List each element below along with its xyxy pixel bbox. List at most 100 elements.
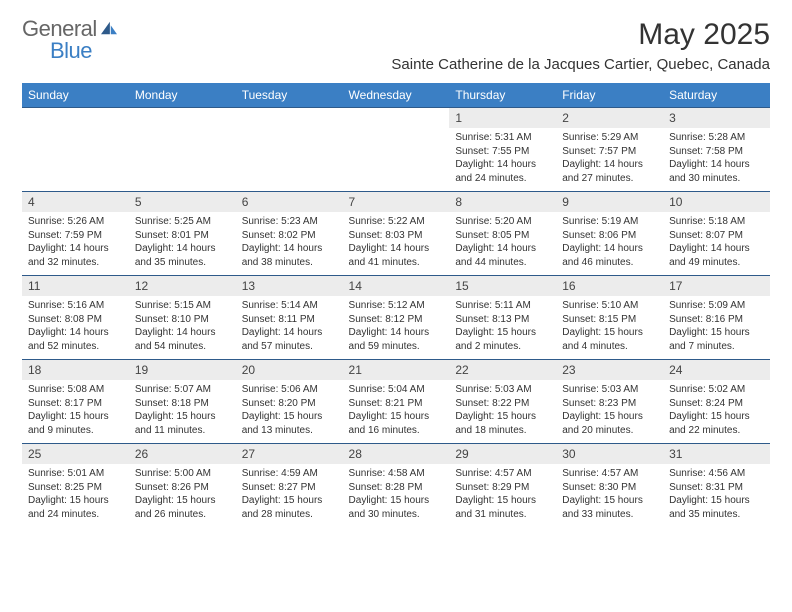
day-details: Sunrise: 5:10 AMSunset: 8:15 PMDaylight:… xyxy=(556,296,663,359)
day-details xyxy=(22,128,129,137)
calendar-cell: 17Sunrise: 5:09 AMSunset: 8:16 PMDayligh… xyxy=(663,276,770,360)
calendar-cell: 6Sunrise: 5:23 AMSunset: 8:02 PMDaylight… xyxy=(236,192,343,276)
day-details: Sunrise: 5:03 AMSunset: 8:22 PMDaylight:… xyxy=(449,380,556,443)
calendar-cell: 30Sunrise: 4:57 AMSunset: 8:30 PMDayligh… xyxy=(556,444,663,528)
location-text: Sainte Catherine de la Jacques Cartier, … xyxy=(391,56,770,73)
day-number: 11 xyxy=(22,276,129,296)
calendar-cell: 11Sunrise: 5:16 AMSunset: 8:08 PMDayligh… xyxy=(22,276,129,360)
day-number: 2 xyxy=(556,108,663,128)
calendar-cell: 25Sunrise: 5:01 AMSunset: 8:25 PMDayligh… xyxy=(22,444,129,528)
logo: GeneralBlue xyxy=(22,18,120,62)
day-number: 17 xyxy=(663,276,770,296)
day-number: 22 xyxy=(449,360,556,380)
day-number: 10 xyxy=(663,192,770,212)
day-details xyxy=(343,128,450,137)
day-details: Sunrise: 5:08 AMSunset: 8:17 PMDaylight:… xyxy=(22,380,129,443)
calendar-cell xyxy=(22,108,129,192)
day-details: Sunrise: 5:02 AMSunset: 8:24 PMDaylight:… xyxy=(663,380,770,443)
day-number: 24 xyxy=(663,360,770,380)
weekday-header: Sunday xyxy=(22,83,129,108)
calendar-row: 18Sunrise: 5:08 AMSunset: 8:17 PMDayligh… xyxy=(22,360,770,444)
day-details: Sunrise: 5:18 AMSunset: 8:07 PMDaylight:… xyxy=(663,212,770,275)
logo-sail-icon xyxy=(98,20,120,36)
day-details: Sunrise: 5:03 AMSunset: 8:23 PMDaylight:… xyxy=(556,380,663,443)
day-number: 5 xyxy=(129,192,236,212)
calendar-row: 25Sunrise: 5:01 AMSunset: 8:25 PMDayligh… xyxy=(22,444,770,528)
calendar-cell: 10Sunrise: 5:18 AMSunset: 8:07 PMDayligh… xyxy=(663,192,770,276)
day-details: Sunrise: 4:57 AMSunset: 8:29 PMDaylight:… xyxy=(449,464,556,527)
weekday-header: Wednesday xyxy=(343,83,450,108)
header: GeneralBlue May 2025 Sainte Catherine de… xyxy=(22,18,770,81)
weekday-header: Saturday xyxy=(663,83,770,108)
month-title: May 2025 xyxy=(391,18,770,52)
day-number xyxy=(343,108,450,128)
calendar-cell: 26Sunrise: 5:00 AMSunset: 8:26 PMDayligh… xyxy=(129,444,236,528)
day-details: Sunrise: 5:22 AMSunset: 8:03 PMDaylight:… xyxy=(343,212,450,275)
calendar-cell: 27Sunrise: 4:59 AMSunset: 8:27 PMDayligh… xyxy=(236,444,343,528)
day-number: 23 xyxy=(556,360,663,380)
calendar-cell: 12Sunrise: 5:15 AMSunset: 8:10 PMDayligh… xyxy=(129,276,236,360)
calendar-cell: 28Sunrise: 4:58 AMSunset: 8:28 PMDayligh… xyxy=(343,444,450,528)
day-details: Sunrise: 5:23 AMSunset: 8:02 PMDaylight:… xyxy=(236,212,343,275)
calendar-cell: 13Sunrise: 5:14 AMSunset: 8:11 PMDayligh… xyxy=(236,276,343,360)
calendar-cell: 4Sunrise: 5:26 AMSunset: 7:59 PMDaylight… xyxy=(22,192,129,276)
calendar-cell: 16Sunrise: 5:10 AMSunset: 8:15 PMDayligh… xyxy=(556,276,663,360)
day-details: Sunrise: 5:25 AMSunset: 8:01 PMDaylight:… xyxy=(129,212,236,275)
calendar-cell: 3Sunrise: 5:28 AMSunset: 7:58 PMDaylight… xyxy=(663,108,770,192)
weekday-header: Tuesday xyxy=(236,83,343,108)
day-number: 20 xyxy=(236,360,343,380)
calendar-cell: 22Sunrise: 5:03 AMSunset: 8:22 PMDayligh… xyxy=(449,360,556,444)
day-details: Sunrise: 4:58 AMSunset: 8:28 PMDaylight:… xyxy=(343,464,450,527)
calendar-page: GeneralBlue May 2025 Sainte Catherine de… xyxy=(0,0,792,612)
day-number: 29 xyxy=(449,444,556,464)
weekday-header-row: SundayMondayTuesdayWednesdayThursdayFrid… xyxy=(22,83,770,108)
day-number xyxy=(22,108,129,128)
day-number: 21 xyxy=(343,360,450,380)
calendar-cell: 31Sunrise: 4:56 AMSunset: 8:31 PMDayligh… xyxy=(663,444,770,528)
day-details: Sunrise: 4:57 AMSunset: 8:30 PMDaylight:… xyxy=(556,464,663,527)
weekday-header: Friday xyxy=(556,83,663,108)
day-number: 30 xyxy=(556,444,663,464)
calendar-cell: 7Sunrise: 5:22 AMSunset: 8:03 PMDaylight… xyxy=(343,192,450,276)
day-number: 8 xyxy=(449,192,556,212)
calendar-cell: 20Sunrise: 5:06 AMSunset: 8:20 PMDayligh… xyxy=(236,360,343,444)
day-number: 26 xyxy=(129,444,236,464)
day-details: Sunrise: 5:19 AMSunset: 8:06 PMDaylight:… xyxy=(556,212,663,275)
day-details: Sunrise: 5:06 AMSunset: 8:20 PMDaylight:… xyxy=(236,380,343,443)
weekday-header: Monday xyxy=(129,83,236,108)
day-number xyxy=(236,108,343,128)
day-number: 12 xyxy=(129,276,236,296)
calendar-cell: 5Sunrise: 5:25 AMSunset: 8:01 PMDaylight… xyxy=(129,192,236,276)
day-details xyxy=(236,128,343,137)
day-number: 18 xyxy=(22,360,129,380)
calendar-cell xyxy=(129,108,236,192)
calendar-cell: 23Sunrise: 5:03 AMSunset: 8:23 PMDayligh… xyxy=(556,360,663,444)
day-details: Sunrise: 5:11 AMSunset: 8:13 PMDaylight:… xyxy=(449,296,556,359)
day-number: 15 xyxy=(449,276,556,296)
day-number: 27 xyxy=(236,444,343,464)
calendar-cell: 8Sunrise: 5:20 AMSunset: 8:05 PMDaylight… xyxy=(449,192,556,276)
day-number xyxy=(129,108,236,128)
day-number: 28 xyxy=(343,444,450,464)
day-details: Sunrise: 5:07 AMSunset: 8:18 PMDaylight:… xyxy=(129,380,236,443)
day-details xyxy=(129,128,236,137)
day-details: Sunrise: 5:31 AMSunset: 7:55 PMDaylight:… xyxy=(449,128,556,191)
day-details: Sunrise: 5:12 AMSunset: 8:12 PMDaylight:… xyxy=(343,296,450,359)
calendar-cell: 2Sunrise: 5:29 AMSunset: 7:57 PMDaylight… xyxy=(556,108,663,192)
calendar-cell xyxy=(343,108,450,192)
calendar-cell: 9Sunrise: 5:19 AMSunset: 8:06 PMDaylight… xyxy=(556,192,663,276)
day-details: Sunrise: 4:59 AMSunset: 8:27 PMDaylight:… xyxy=(236,464,343,527)
calendar-cell: 29Sunrise: 4:57 AMSunset: 8:29 PMDayligh… xyxy=(449,444,556,528)
day-details: Sunrise: 5:14 AMSunset: 8:11 PMDaylight:… xyxy=(236,296,343,359)
day-details: Sunrise: 5:29 AMSunset: 7:57 PMDaylight:… xyxy=(556,128,663,191)
day-number: 13 xyxy=(236,276,343,296)
day-details: Sunrise: 5:20 AMSunset: 8:05 PMDaylight:… xyxy=(449,212,556,275)
day-number: 16 xyxy=(556,276,663,296)
day-details: Sunrise: 5:00 AMSunset: 8:26 PMDaylight:… xyxy=(129,464,236,527)
day-number: 1 xyxy=(449,108,556,128)
day-number: 6 xyxy=(236,192,343,212)
calendar-cell: 19Sunrise: 5:07 AMSunset: 8:18 PMDayligh… xyxy=(129,360,236,444)
weekday-header: Thursday xyxy=(449,83,556,108)
day-number: 19 xyxy=(129,360,236,380)
calendar-cell: 18Sunrise: 5:08 AMSunset: 8:17 PMDayligh… xyxy=(22,360,129,444)
